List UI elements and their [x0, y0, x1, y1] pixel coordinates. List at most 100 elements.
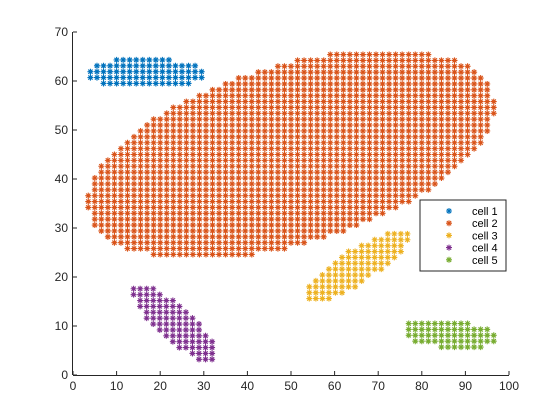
- legend-label: cell 1: [472, 206, 498, 218]
- legend-label: cell 3: [472, 230, 498, 242]
- data-point: [255, 222, 262, 229]
- data-point: [229, 110, 236, 117]
- data-point: [268, 227, 275, 234]
- data-point: [320, 222, 327, 229]
- data-point: [386, 163, 393, 170]
- data-point: [268, 133, 275, 140]
- data-point: [150, 116, 157, 123]
- data-point: [163, 321, 170, 328]
- data-point: [346, 98, 353, 105]
- data-point: [484, 104, 491, 111]
- data-point: [117, 169, 124, 176]
- data-point: [189, 315, 196, 322]
- data-point: [307, 116, 314, 123]
- data-point: [464, 75, 471, 82]
- legend-marker: [446, 232, 452, 239]
- data-point: [248, 116, 255, 123]
- data-point: [405, 145, 412, 152]
- data-point: [451, 80, 458, 87]
- data-point: [93, 74, 100, 81]
- data-point: [117, 222, 124, 229]
- data-point: [248, 227, 255, 234]
- data-point: [379, 69, 386, 76]
- data-point: [392, 110, 399, 117]
- data-point: [255, 116, 262, 123]
- data-point: [288, 163, 294, 170]
- data-point: [425, 180, 432, 187]
- data-point: [85, 192, 92, 199]
- data-point: [85, 204, 92, 211]
- data-point: [137, 303, 144, 310]
- data-point: [137, 222, 144, 229]
- data-point: [222, 204, 229, 211]
- data-point: [133, 80, 140, 87]
- data-point: [104, 180, 111, 187]
- data-point: [104, 192, 111, 199]
- data-point: [261, 116, 268, 123]
- data-point: [268, 204, 275, 211]
- data-point: [294, 175, 301, 182]
- data-point: [353, 127, 360, 134]
- data-point: [235, 251, 242, 258]
- data-point: [345, 254, 352, 261]
- data-point: [444, 151, 451, 158]
- data-point: [464, 104, 471, 111]
- data-point: [150, 321, 157, 328]
- data-point: [359, 145, 366, 152]
- data-point: [229, 122, 236, 129]
- data-point: [425, 139, 432, 146]
- data-point: [131, 175, 138, 182]
- data-point: [196, 104, 203, 111]
- data-point: [294, 145, 301, 152]
- data-point: [209, 245, 216, 252]
- data-point: [157, 122, 164, 129]
- data-point: [392, 133, 399, 140]
- data-point: [391, 254, 398, 261]
- data-point: [451, 122, 458, 129]
- data-point: [353, 175, 360, 182]
- data-point: [464, 86, 471, 93]
- data-point: [340, 227, 347, 234]
- data-point: [307, 169, 314, 176]
- data-point: [216, 98, 223, 105]
- data-point: [327, 180, 334, 187]
- data-point: [185, 80, 192, 87]
- data-point: [327, 139, 334, 146]
- data-point: [98, 198, 105, 205]
- data-point: [471, 145, 478, 152]
- data-point: [405, 163, 412, 170]
- data-point: [386, 80, 393, 87]
- data-point: [353, 192, 360, 199]
- data-point: [152, 62, 159, 69]
- data-point: [288, 151, 294, 158]
- data-point: [484, 122, 491, 129]
- data-point: [438, 86, 445, 93]
- data-point: [157, 204, 164, 211]
- data-point: [294, 227, 301, 234]
- data-point: [242, 222, 249, 229]
- data-point: [281, 145, 288, 152]
- data-point: [471, 98, 478, 105]
- data-point: [157, 198, 164, 205]
- data-point: [384, 248, 391, 255]
- data-point: [281, 227, 288, 234]
- data-point: [144, 139, 151, 146]
- data-point: [444, 344, 451, 351]
- data-point: [418, 186, 425, 193]
- data-point: [281, 63, 288, 70]
- data-point: [176, 315, 183, 322]
- data-point: [143, 303, 150, 310]
- data-point: [484, 116, 491, 123]
- data-point: [229, 210, 236, 217]
- data-point: [366, 192, 373, 199]
- data-point: [412, 163, 419, 170]
- data-point: [301, 57, 308, 64]
- data-point: [150, 285, 157, 292]
- data-point: [365, 272, 372, 279]
- data-point: [412, 320, 419, 327]
- data-point: [373, 69, 380, 76]
- data-point: [170, 216, 177, 223]
- data-point: [209, 92, 216, 99]
- data-point: [170, 127, 177, 134]
- data-point: [471, 127, 478, 134]
